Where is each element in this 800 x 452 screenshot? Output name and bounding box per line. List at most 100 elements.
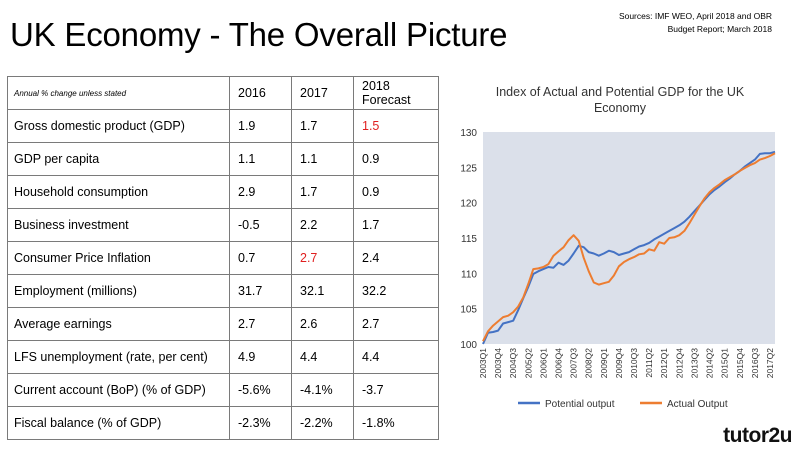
value-2016: 2.7 bbox=[229, 307, 292, 341]
gdp-chart-panel: 100 105 110 115 120 125 130 2003Q1 2003Q4 2004Q3 2… bbox=[446, 76, 794, 418]
value-2016: 1.9 bbox=[229, 109, 292, 143]
gdp-line-chart: 100 105 110 115 120 125 130 2003Q1 2003Q4 2004Q3 2… bbox=[460, 128, 776, 410]
table-row: Household consumption 2.9 1.7 0.9 bbox=[7, 175, 439, 209]
y-tick-label: 110 bbox=[461, 269, 477, 280]
value-2017: 32.1 bbox=[291, 274, 354, 308]
tutor2u-logo: tutor2u bbox=[723, 424, 792, 447]
x-tick-label: 2011Q2 bbox=[644, 348, 654, 378]
potential-output-line bbox=[482, 150, 776, 345]
x-tick-label: 2006Q4 bbox=[554, 348, 564, 379]
value-2017-highlighted: 2.7 bbox=[291, 241, 354, 275]
value-2018: -1.8% bbox=[353, 406, 439, 440]
y-tick-label: 115 bbox=[461, 234, 477, 245]
value-2018: 0.9 bbox=[353, 142, 439, 176]
x-tick-label: 2013Q3 bbox=[689, 348, 699, 379]
table-row: Current account (BoP) (% of GDP) -5.6% -… bbox=[7, 373, 439, 407]
value-2018: 1.7 bbox=[353, 208, 439, 242]
value-2016: 0.7 bbox=[229, 241, 292, 275]
row-label: Average earnings bbox=[7, 307, 230, 341]
row-label: Business investment bbox=[7, 208, 230, 242]
sources-line-1: Sources: IMF WEO, April 2018 and OBR bbox=[618, 11, 772, 21]
table-header-row: Annual % change unless stated 2016 2017 … bbox=[7, 76, 439, 110]
table-row: GDP per capita 1.1 1.1 0.9 bbox=[7, 142, 439, 176]
sources-line-2: Budget Report; March 2018 bbox=[667, 24, 772, 34]
forecast-label: Forecast bbox=[362, 93, 411, 107]
table-row: Business investment -0.5 2.2 1.7 bbox=[7, 208, 439, 242]
value-2017: 4.4 bbox=[291, 340, 354, 374]
x-tick-label: 2015Q4 bbox=[735, 348, 745, 379]
x-tick-label: 2004Q3 bbox=[508, 348, 518, 379]
table-row: Average earnings 2.7 2.6 2.7 bbox=[7, 307, 439, 341]
x-tick-label: 2009Q1 bbox=[599, 348, 609, 379]
chart-title: Index of Actual and Potential GDP for th… bbox=[446, 84, 794, 116]
value-2017: -4.1% bbox=[291, 373, 354, 407]
row-label: Current account (BoP) (% of GDP) bbox=[7, 373, 230, 407]
year-header-2017: 2017 bbox=[291, 76, 354, 110]
actual-output-line bbox=[482, 152, 776, 342]
value-2017: 2.6 bbox=[291, 307, 354, 341]
table-row: LFS unemployment (rate, per cent) 4.9 4.… bbox=[7, 340, 439, 374]
x-tick-label: 2016Q3 bbox=[750, 348, 760, 379]
x-tick-label: 2007Q3 bbox=[569, 348, 579, 379]
row-label: Fiscal balance (% of GDP) bbox=[7, 406, 230, 440]
value-2017: 2.2 bbox=[291, 208, 354, 242]
row-label: GDP per capita bbox=[7, 142, 230, 176]
sources-note: Sources: IMF WEO, April 2018 and OBR Bud… bbox=[619, 10, 772, 36]
y-tick-label: 130 bbox=[460, 128, 477, 139]
value-2017: 1.7 bbox=[291, 109, 354, 143]
y-tick-label: 100 bbox=[460, 340, 477, 351]
y-tick-label: 120 bbox=[460, 199, 477, 210]
value-2016: -5.6% bbox=[229, 373, 292, 407]
x-tick-label: 2012Q1 bbox=[659, 348, 669, 379]
y-tick-label: 125 bbox=[460, 163, 477, 174]
table-row: Consumer Price Inflation 0.7 2.7 2.4 bbox=[7, 241, 439, 275]
plot-area bbox=[483, 132, 775, 344]
year-2018-label: 2018 bbox=[362, 79, 390, 93]
value-2018: 32.2 bbox=[353, 274, 439, 308]
value-2018: 4.4 bbox=[353, 340, 439, 374]
x-tick-label: 2017Q2 bbox=[765, 348, 775, 379]
value-2017: 1.7 bbox=[291, 175, 354, 209]
year-header-2016: 2016 bbox=[229, 76, 292, 110]
value-2016: 31.7 bbox=[229, 274, 292, 308]
x-tick-label: 2014Q2 bbox=[705, 348, 715, 379]
legend-label-actual: Actual Output bbox=[667, 399, 728, 410]
x-tick-label: 2003Q1 bbox=[478, 348, 488, 379]
slide-title: UK Economy - The Overall Picture bbox=[10, 16, 508, 53]
x-tick-label: 2006Q1 bbox=[538, 348, 548, 379]
x-tick-label: 2015Q1 bbox=[720, 348, 730, 379]
y-tick-label: 105 bbox=[460, 305, 477, 316]
row-label: Household consumption bbox=[7, 175, 230, 209]
row-label: Consumer Price Inflation bbox=[7, 241, 230, 275]
row-label: Gross domestic product (GDP) bbox=[7, 109, 230, 143]
value-2016: -2.3% bbox=[229, 406, 292, 440]
row-label: LFS unemployment (rate, per cent) bbox=[7, 340, 230, 374]
chart-title-line-1: Index of Actual and Potential GDP for th… bbox=[495, 85, 745, 99]
value-2018: 2.7 bbox=[353, 307, 439, 341]
value-2017: 1.1 bbox=[291, 142, 354, 176]
unit-note: Annual % change unless stated bbox=[7, 76, 230, 110]
x-tick-label: 2010Q3 bbox=[629, 348, 639, 379]
x-tick-label: 2005Q2 bbox=[523, 348, 533, 379]
value-2018: -3.7 bbox=[353, 373, 439, 407]
chart-title-line-2: Economy bbox=[593, 101, 647, 115]
value-2018: 2.4 bbox=[353, 241, 439, 275]
x-tick-label: 2008Q2 bbox=[584, 348, 594, 379]
value-2016: 1.1 bbox=[229, 142, 292, 176]
value-2018-highlighted: 1.5 bbox=[353, 109, 439, 143]
economic-indicators-table: Annual % change unless stated 2016 2017 … bbox=[7, 76, 439, 440]
value-2018: 0.9 bbox=[353, 175, 439, 209]
value-2016: 2.9 bbox=[229, 175, 292, 209]
table-row: Gross domestic product (GDP) 1.9 1.7 1.5 bbox=[7, 109, 439, 143]
year-header-2018-forecast: 2018 Forecast bbox=[353, 76, 439, 110]
table-row: Employment (millions) 31.7 32.1 32.2 bbox=[7, 274, 439, 308]
value-2016: 4.9 bbox=[229, 340, 292, 374]
x-tick-label: 2009Q4 bbox=[614, 348, 624, 379]
value-2017: -2.2% bbox=[291, 406, 354, 440]
x-tick-label: 2003Q4 bbox=[493, 348, 503, 379]
table-row: Fiscal balance (% of GDP) -2.3% -2.2% -1… bbox=[7, 406, 439, 440]
legend-label-potential: Potential output bbox=[545, 399, 615, 410]
row-label: Employment (millions) bbox=[7, 274, 230, 308]
value-2016: -0.5 bbox=[229, 208, 292, 242]
x-tick-label: 2012Q4 bbox=[674, 348, 684, 379]
